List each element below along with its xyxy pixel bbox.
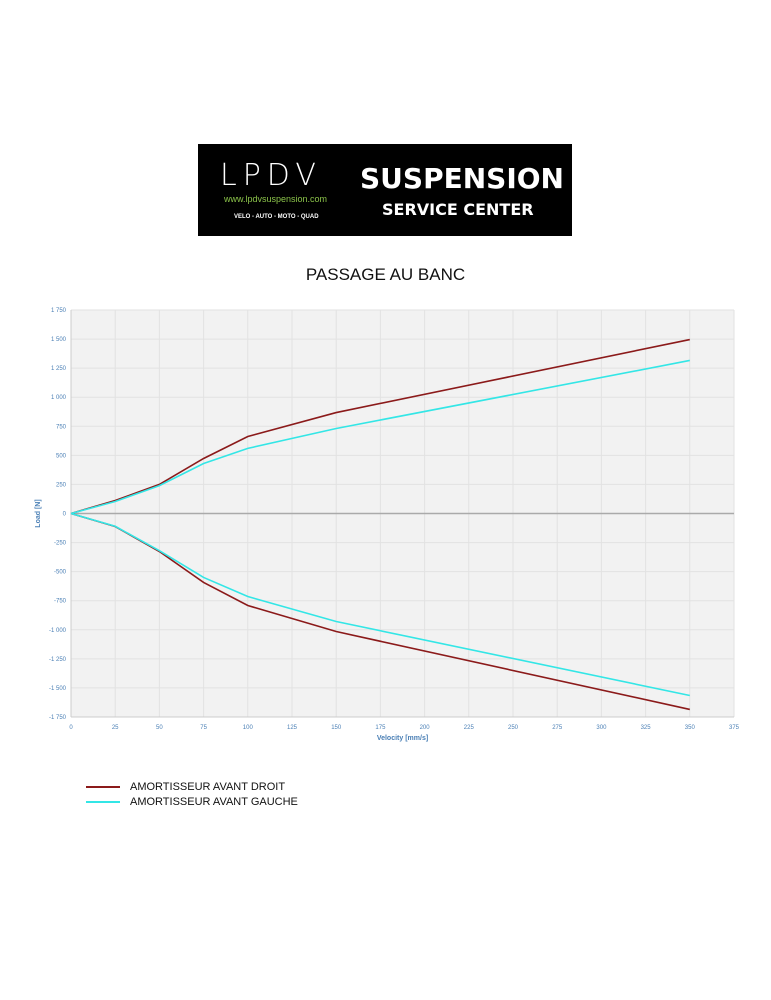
legend-item: AMORTISSEUR AVANT GAUCHE	[86, 796, 298, 808]
y-tick-label: -500	[54, 570, 67, 576]
logo: LPDV www.lpdvsuspension.com VELO - AUTO …	[198, 144, 572, 236]
y-tick-label: -250	[54, 541, 67, 547]
y-tick-label: 1 250	[51, 366, 67, 372]
logo-line1: SUSPENSION	[360, 162, 564, 195]
x-tick-label: 150	[331, 725, 342, 731]
x-tick-label: 300	[596, 725, 607, 731]
series-2-rebound-line	[70, 512, 690, 697]
y-tick-label: 0	[63, 512, 67, 518]
y-tick-label: -1 250	[49, 657, 67, 663]
logo-brand: LPDV	[220, 158, 322, 193]
legend-swatch	[86, 786, 120, 789]
chart: 0 25 50 75 100 125 150 175 200 225 250 275 300 325 350…	[35, 308, 740, 742]
legend-label: AMORTISSEUR AVANT DROIT	[130, 781, 286, 793]
x-tick-label: 275	[552, 725, 563, 731]
y-tick-label: -750	[54, 599, 67, 605]
x-tick-label: 100	[243, 725, 254, 731]
y-tick-label: 1 500	[51, 337, 67, 343]
y-tick-label: -1 500	[49, 686, 67, 692]
series-2-compression-line	[70, 359, 690, 515]
x-tick-label: 25	[112, 725, 119, 731]
series-1-compression-line	[70, 338, 690, 515]
x-tick-label: 125	[287, 725, 298, 731]
legend-item: AMORTISSEUR AVANT DROIT	[86, 781, 285, 793]
y-tick-label: 500	[56, 453, 67, 459]
logo-line2: SERVICE CENTER	[382, 200, 534, 219]
x-tick-label: 325	[641, 725, 652, 731]
x-tick-label: 50	[156, 725, 163, 731]
y-axis-label: Load [N]	[35, 499, 42, 527]
x-tick-label: 250	[508, 725, 519, 731]
logo-categories: VELO - AUTO - MOTO - QUAD	[234, 214, 319, 220]
x-tick-label: 75	[200, 725, 207, 731]
x-tick-label: 375	[729, 725, 740, 731]
x-tick-label: 175	[375, 725, 386, 731]
x-tick-label: 350	[685, 725, 696, 731]
y-tick-label: 1 000	[51, 395, 67, 401]
y-tick-label: 1 750	[51, 308, 67, 314]
y-tick-label: 250	[56, 482, 67, 488]
x-tick-label: 200	[420, 725, 431, 731]
legend-label: AMORTISSEUR AVANT GAUCHE	[130, 796, 298, 808]
y-tick-label: -1 750	[49, 715, 67, 721]
x-tick-label: 225	[464, 725, 475, 731]
chart-title: PASSAGE AU BANC	[305, 265, 466, 284]
y-tick-label: -1 000	[49, 628, 67, 634]
legend-swatch	[86, 801, 120, 804]
x-axis-label: Velocity [mm/s]	[377, 735, 428, 742]
logo-url: www.lpdvsuspension.com	[224, 194, 328, 204]
x-tick-label: 0	[69, 725, 73, 731]
y-tick-label: 750	[56, 424, 67, 430]
